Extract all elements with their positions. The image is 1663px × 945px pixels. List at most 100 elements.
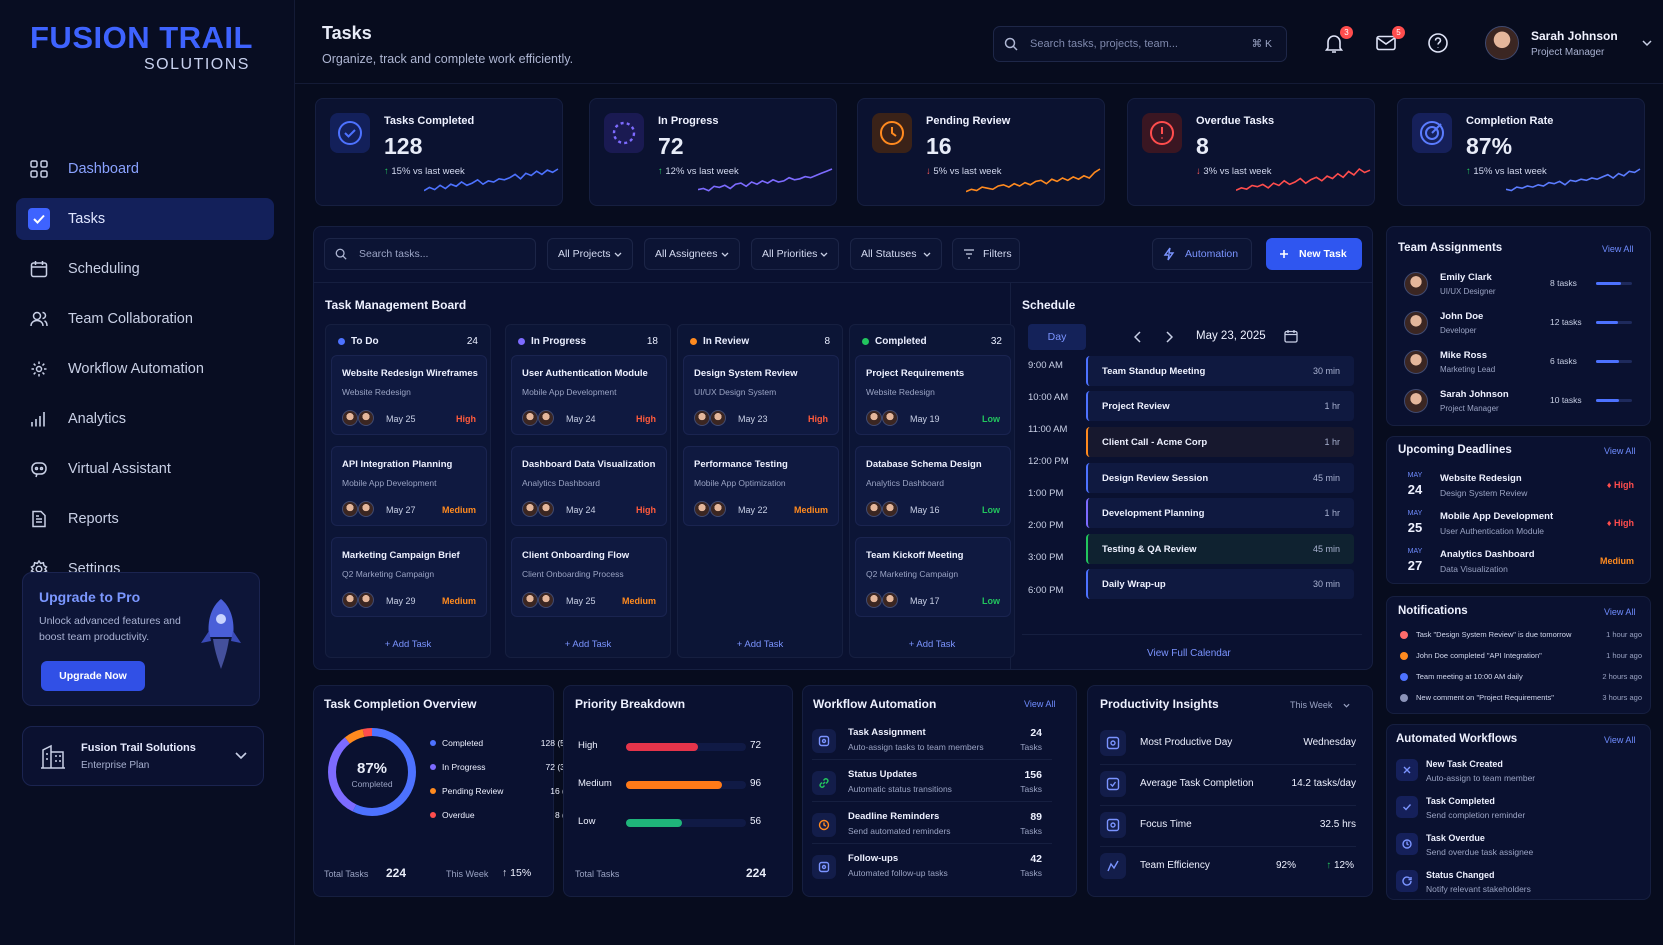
calendar-star-icon — [1106, 736, 1120, 750]
user-menu[interactable]: Sarah Johnson Project Manager — [1485, 26, 1652, 60]
add-task-link[interactable]: + Add Task — [564, 639, 612, 650]
filters-button[interactable]: Filters — [952, 238, 1020, 270]
task-card[interactable]: Team Kickoff Meeting Q2 Marketing Campaig… — [855, 537, 1011, 617]
add-task-link[interactable]: + Add Task — [384, 639, 432, 650]
workflow-view-all-link[interactable]: View All — [1024, 699, 1056, 709]
team-member-row[interactable]: John Doe Developer 12 tasks — [1404, 309, 1644, 345]
workflow-row[interactable]: Deadline Reminders Send automated reminde… — [812, 809, 1052, 847]
day-view-tab[interactable]: Day — [1028, 324, 1086, 350]
notifications-button[interactable]: 3 — [1323, 26, 1353, 56]
stat-card[interactable]: Tasks Completed 128 ↑ 15% vs last week — [315, 98, 563, 206]
org-plan: Enterprise Plan — [81, 759, 150, 771]
add-task-link[interactable]: + Add Task — [908, 639, 956, 650]
upgrade-now-button[interactable]: Upgrade Now — [41, 661, 145, 691]
workflow-row[interactable]: Follow-ups Automated follow-up tasks 42 Tas… — [812, 851, 1052, 889]
task-card[interactable]: Project Requirements Website Redesign May … — [855, 355, 1011, 435]
team-member-row[interactable]: Emily Clark UI/UX Designer 8 tasks — [1404, 270, 1644, 306]
task-card[interactable]: User Authentication Module Mobile App Dev… — [511, 355, 667, 435]
sidebar-item-scheduling[interactable]: Scheduling — [16, 248, 274, 290]
brand-logo[interactable]: FUSION TRAIL SOLUTIONS — [30, 22, 260, 78]
calendar-icon[interactable] — [1284, 329, 1298, 343]
chevron-down-icon — [1343, 703, 1350, 708]
filter-statuses-dropdown[interactable]: All Statuses — [850, 238, 942, 270]
deadline-item[interactable]: MAY 25 Mobile App Development User Authenti… — [1404, 508, 1644, 544]
deadlines-view-all-link[interactable]: View All — [1604, 446, 1636, 456]
task-card[interactable]: Dashboard Data Visualization Analytics Da… — [511, 446, 667, 526]
grid-icon — [28, 158, 50, 180]
insight-icon — [1100, 771, 1126, 797]
schedule-event[interactable]: Testing & QA Review 45 min — [1086, 534, 1354, 564]
workflow-row[interactable]: Task Assignment Auto-assign tasks to team… — [812, 725, 1052, 763]
task-card[interactable]: Design System Review UI/UX Design System M… — [683, 355, 839, 435]
automated-workflow-item[interactable]: Task Completed Send completion reminder — [1396, 794, 1640, 830]
efficiency-icon — [1107, 860, 1119, 872]
schedule-event[interactable]: Client Call - Acme Corp 1 hr — [1086, 427, 1354, 457]
stat-card[interactable]: Pending Review 16 ↓ 5% vs last week — [857, 98, 1105, 206]
automated-workflow-item[interactable]: Status Changed Notify relevant stakeholde… — [1396, 868, 1640, 904]
team-view-all-link[interactable]: View All — [1602, 244, 1634, 254]
task-card[interactable]: Marketing Campaign Brief Q2 Marketing Cam… — [331, 537, 487, 617]
deadline-item[interactable]: MAY 27 Analytics Dashboard Data Visualizati… — [1404, 546, 1644, 582]
task-card[interactable]: Client Onboarding Flow Client Onboarding … — [511, 537, 667, 617]
task-card[interactable]: Website Redesign Wireframes Website Redes… — [331, 355, 487, 435]
notification-item[interactable]: John Doe completed "API Integration" 1 ho… — [1400, 650, 1644, 664]
sidebar-item-dashboard[interactable]: Dashboard — [16, 148, 274, 190]
schedule-event[interactable]: Development Planning 1 hr — [1086, 498, 1354, 528]
task-search-input[interactable]: Search tasks... — [324, 238, 536, 270]
org-switcher[interactable]: Fusion Trail Solutions Enterprise Plan — [22, 726, 264, 786]
period-dropdown[interactable]: This Week — [1290, 700, 1350, 710]
stat-sparkline — [1236, 167, 1371, 192]
add-task-link[interactable]: + Add Task — [736, 639, 784, 650]
chevron-left-icon[interactable] — [1134, 331, 1142, 343]
schedule-event[interactable]: Team Standup Meeting 30 min — [1086, 356, 1354, 386]
stat-card[interactable]: Completion Rate 87% ↑ 15% vs last week — [1397, 98, 1645, 206]
team-member-row[interactable]: Mike Ross Marketing Lead 6 tasks — [1404, 348, 1644, 384]
stat-card[interactable]: In Progress 72 ↑ 12% vs last week — [589, 98, 837, 206]
workflow-row[interactable]: Status Updates Automatic status transitio… — [812, 767, 1052, 805]
checkbox-icon — [28, 208, 50, 230]
stat-title: Completion Rate — [1466, 115, 1554, 127]
automated-workflow-item[interactable]: New Task Created Auto-assign to team memb… — [1396, 757, 1640, 793]
automated-workflow-item[interactable]: Task Overdue Send overdue task assignee — [1396, 831, 1640, 867]
task-card[interactable]: Database Schema Design Analytics Dashboar… — [855, 446, 1011, 526]
automated-view-all-link[interactable]: View All — [1604, 735, 1636, 745]
sidebar-item-reports[interactable]: Reports — [16, 498, 274, 540]
help-button[interactable] — [1427, 32, 1451, 56]
status-dot — [690, 338, 697, 345]
sidebar-item-workflow-automation[interactable]: Workflow Automation — [16, 348, 274, 390]
stat-card[interactable]: Overdue Tasks 8 ↓ 3% vs last week — [1127, 98, 1375, 206]
sidebar-item-tasks[interactable]: Tasks — [16, 198, 274, 240]
team-member-row[interactable]: Sarah Johnson Project Manager 10 tasks — [1404, 387, 1644, 423]
filter-assignees-dropdown[interactable]: All Assignees — [644, 238, 740, 270]
sidebar-item-virtual-assistant[interactable]: Virtual Assistant — [16, 448, 274, 490]
notification-item[interactable]: Team meeting at 10:00 AM daily 2 hours ag… — [1400, 671, 1644, 685]
task-card[interactable]: API Integration Planning Mobile App Devel… — [331, 446, 487, 526]
workflow-icon — [1396, 833, 1418, 855]
view-full-calendar-link[interactable]: View Full Calendar — [1147, 648, 1231, 659]
clock-icon — [880, 121, 904, 145]
chevron-right-icon[interactable] — [1165, 331, 1173, 343]
new-task-label: New Task — [1299, 248, 1347, 260]
notification-item[interactable]: New comment on "Project Requirements" 3 h… — [1400, 692, 1644, 706]
user-role: Project Manager — [1531, 46, 1605, 58]
messages-button[interactable]: 5 — [1375, 26, 1405, 56]
filter-projects-dropdown[interactable]: All Projects — [547, 238, 633, 270]
board-column: To Do 24 Website Redesign Wireframes Websit… — [325, 324, 491, 658]
column-name: In Progress — [531, 336, 587, 347]
global-search-input[interactable]: Search tasks, projects, team... ⌘ K — [993, 26, 1287, 62]
sidebar-item-analytics[interactable]: Analytics — [16, 398, 274, 440]
deadline-item[interactable]: MAY 24 Website Redesign Design System Revie… — [1404, 470, 1644, 506]
workflow-name: Follow-ups — [848, 853, 899, 864]
filter-priorities-dropdown[interactable]: All Priorities — [751, 238, 839, 270]
schedule-event[interactable]: Daily Wrap-up 30 min — [1086, 569, 1354, 599]
schedule-event[interactable]: Project Review 1 hr — [1086, 391, 1354, 421]
notifications-view-all-link[interactable]: View All — [1604, 607, 1636, 617]
automation-button[interactable]: Automation — [1152, 238, 1252, 270]
sidebar-item-team-collaboration[interactable]: Team Collaboration — [16, 298, 274, 340]
avatar — [1485, 26, 1519, 60]
task-card[interactable]: Performance Testing Mobile App Optimizati… — [683, 446, 839, 526]
new-task-button[interactable]: New Task — [1266, 238, 1362, 270]
sidebar-item-label: Team Collaboration — [68, 311, 193, 327]
notification-item[interactable]: Task "Design System Review" is due tomor… — [1400, 629, 1644, 643]
schedule-event[interactable]: Design Review Session 45 min — [1086, 463, 1354, 493]
